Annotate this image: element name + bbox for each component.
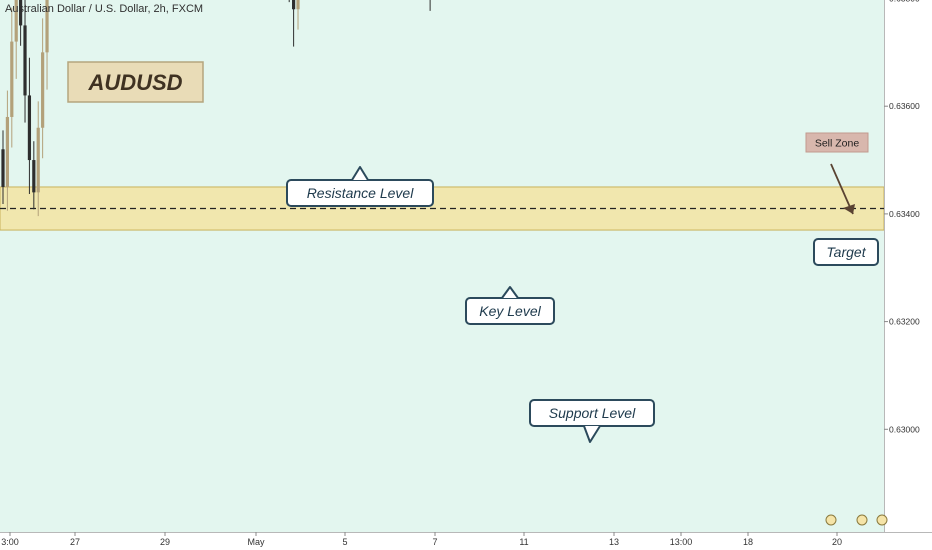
candle-body: [5, 116, 10, 187]
time-tick-label: 27: [70, 537, 80, 547]
event-icon: [856, 514, 868, 526]
price-axis: [884, 0, 932, 550]
target-callout: Target: [813, 238, 879, 266]
candle-body: [27, 95, 32, 161]
price-tick-label: 0.63200: [889, 317, 920, 327]
time-tick-label: 3:00: [1, 537, 19, 547]
price-tick-label: 0.63800: [889, 0, 920, 4]
candle-body: [41, 52, 45, 128]
target-callout-text: Target: [826, 244, 866, 260]
event-icon: [876, 514, 888, 526]
time-tick-label: 5: [342, 537, 347, 547]
symbol-badge: [67, 61, 204, 103]
resistance-callout: Resistance Level: [286, 166, 434, 207]
time-tick-label: 18: [743, 537, 753, 547]
candle-body: [23, 25, 27, 96]
candle-body: [36, 127, 40, 193]
price-tick-label: 0.63000: [889, 424, 920, 434]
support-callout-pointer: [583, 425, 601, 443]
candle-body: [296, 0, 300, 10]
candle-body: [10, 41, 14, 117]
candle-body: [14, 0, 18, 42]
support-callout-text: Support Level: [549, 405, 636, 421]
price-tick-label: 0.63400: [889, 209, 920, 219]
time-tick-label: May: [247, 537, 265, 547]
candle-body: [32, 160, 36, 193]
price-tick-label: 0.63600: [889, 101, 920, 111]
candle-body: [1, 149, 5, 187]
target-arrow: [830, 163, 854, 215]
event-icon: [825, 514, 837, 526]
candle-body: [45, 0, 49, 53]
target-arrow-head: [843, 204, 855, 214]
sell-zone-box: [805, 132, 869, 153]
candle-body: [292, 0, 296, 10]
time-tick-label: 7: [432, 537, 437, 547]
chart-title: Australian Dollar / U.S. Dollar, 2h, FXC…: [5, 3, 204, 15]
key-level-callout-text: Key Level: [479, 303, 541, 319]
sell-zone-text: Sell Zone: [815, 138, 860, 150]
time-tick-label: 13:00: [670, 537, 693, 547]
symbol-badge-text: AUDUSD: [87, 70, 182, 95]
time-axis: [0, 532, 932, 550]
target-callout-box: [813, 238, 879, 266]
key-level-callout-pointer: [501, 286, 519, 299]
candle-body: [19, 0, 23, 26]
resistance-callout-text: Resistance Level: [307, 185, 415, 201]
support-callout: Support Level: [529, 399, 655, 443]
time-tick-label: 29: [160, 537, 170, 547]
resistance-callout-pointer: [351, 166, 369, 181]
time-tick-label: 20: [832, 537, 842, 547]
time-tick-label: 13: [609, 537, 619, 547]
key-level-callout: Key Level: [465, 286, 555, 325]
time-tick-label: 11: [519, 537, 528, 547]
